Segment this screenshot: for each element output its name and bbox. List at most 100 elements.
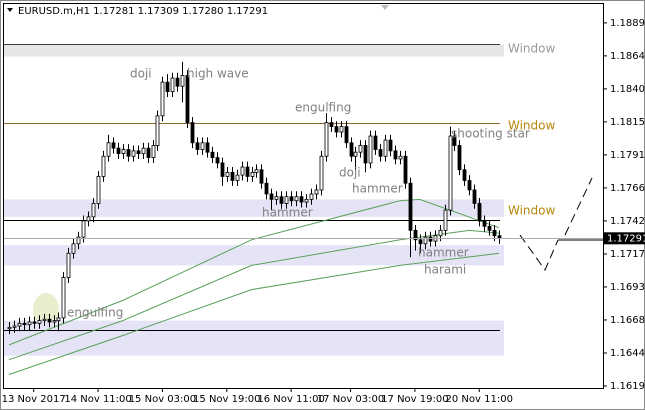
zone	[4, 245, 504, 266]
price-tag-label: 1.17291	[607, 233, 645, 244]
candle-body	[61, 277, 66, 319]
price-tag	[603, 232, 645, 245]
candle-body	[274, 196, 279, 200]
zone	[4, 320, 504, 356]
candle-body	[472, 189, 477, 204]
candle-body	[403, 155, 408, 184]
annotation: Window	[508, 119, 556, 133]
candle-body	[27, 321, 32, 326]
candle-body	[418, 239, 423, 245]
annotation: engulfing	[67, 306, 123, 320]
candle-body	[56, 317, 61, 322]
candle-body	[12, 325, 17, 328]
annotation: harami	[424, 263, 466, 277]
candle-body	[443, 209, 448, 231]
candle-body	[210, 151, 215, 158]
y-tick-label: 1.16930	[610, 282, 645, 293]
candle-body	[136, 150, 141, 154]
y-tick-label: 1.17665	[610, 183, 645, 194]
candle-body	[467, 180, 472, 191]
candle-body	[52, 320, 57, 323]
y-tick-label: 1.16685	[610, 315, 645, 326]
candle-body	[215, 157, 220, 164]
candle-body	[101, 155, 106, 177]
y-tick-label: 1.16195	[610, 381, 645, 392]
candle-body	[448, 135, 453, 211]
y-tick-label: 1.18890	[610, 18, 645, 29]
candle-body	[452, 135, 457, 146]
candle-body	[91, 203, 96, 218]
candle-body	[160, 81, 165, 117]
candle-body	[334, 126, 339, 133]
candle-body	[378, 149, 383, 157]
moving-average	[8, 229, 500, 361]
candle-body	[388, 139, 393, 152]
annotation: Window	[508, 42, 556, 56]
collapse-arrow[interactable]	[7, 8, 13, 12]
annotation: hammer	[418, 246, 469, 260]
candle-body	[383, 139, 388, 157]
annotation: shooting star	[451, 127, 530, 141]
candle-body	[319, 155, 324, 191]
candle-body	[141, 147, 146, 154]
candle-body	[151, 145, 156, 158]
candle-body	[324, 122, 329, 157]
candle-body	[245, 166, 250, 177]
candle-body	[408, 182, 413, 231]
candle-body	[314, 189, 319, 195]
y-tick-label: 1.16440	[610, 348, 645, 359]
x-tick-label: 14 Nov 11:00	[64, 394, 131, 405]
annotation: doji	[130, 67, 152, 81]
series	[7, 61, 502, 375]
candle-body	[200, 142, 205, 150]
chart-title: EURUSD.m,H1 1.17281 1.17309 1.17280 1.17…	[18, 6, 268, 17]
x-tick-label: 16 Nov 11:00	[257, 394, 324, 405]
candle-body	[259, 169, 264, 184]
candle-body	[185, 75, 190, 123]
moving-average	[8, 252, 500, 375]
candle-body	[264, 182, 269, 195]
candle-body	[413, 229, 418, 241]
candle-body	[17, 322, 22, 327]
candle-body	[358, 145, 363, 153]
candle-body	[165, 81, 170, 92]
candle-body	[230, 172, 235, 181]
candle-body	[309, 193, 314, 200]
annotation: Window	[508, 204, 556, 218]
candle-body	[47, 318, 52, 323]
candle-body	[96, 176, 101, 204]
candle-body	[477, 203, 482, 222]
y-tick-label: 1.18400	[610, 84, 645, 95]
candle-body	[170, 77, 175, 92]
candle-body	[428, 236, 433, 242]
candle-body	[22, 322, 27, 326]
candle-body	[71, 243, 76, 254]
candle-body	[106, 142, 111, 157]
x-tick-label: 15 Nov 19:00	[193, 394, 260, 405]
candle-body	[398, 155, 403, 160]
candle-body	[462, 169, 467, 181]
plot-border	[3, 3, 604, 389]
y-tick-label: 1.18645	[610, 51, 645, 62]
scroll-arrow[interactable]	[381, 5, 389, 10]
candle-body	[284, 196, 289, 204]
candle-body	[492, 229, 497, 237]
candle-body	[66, 252, 71, 278]
candle-body	[32, 321, 37, 324]
y-tick-label: 1.17420	[610, 216, 645, 227]
x-tick-label: 13 Nov 2017	[2, 394, 66, 405]
candle-body	[155, 115, 160, 146]
projection	[519, 177, 593, 272]
annotation: hammer	[262, 206, 313, 220]
candle-body	[299, 196, 304, 203]
candle-body	[86, 216, 91, 222]
candle-body	[146, 147, 151, 159]
zone	[4, 44, 504, 57]
candle-body	[353, 151, 358, 157]
candle-body	[126, 149, 131, 157]
candle-body	[368, 135, 373, 164]
y-tick-label: 1.17910	[610, 150, 645, 161]
candle-body	[190, 122, 195, 144]
x-tick-label: 17 Nov 19:00	[381, 394, 448, 405]
